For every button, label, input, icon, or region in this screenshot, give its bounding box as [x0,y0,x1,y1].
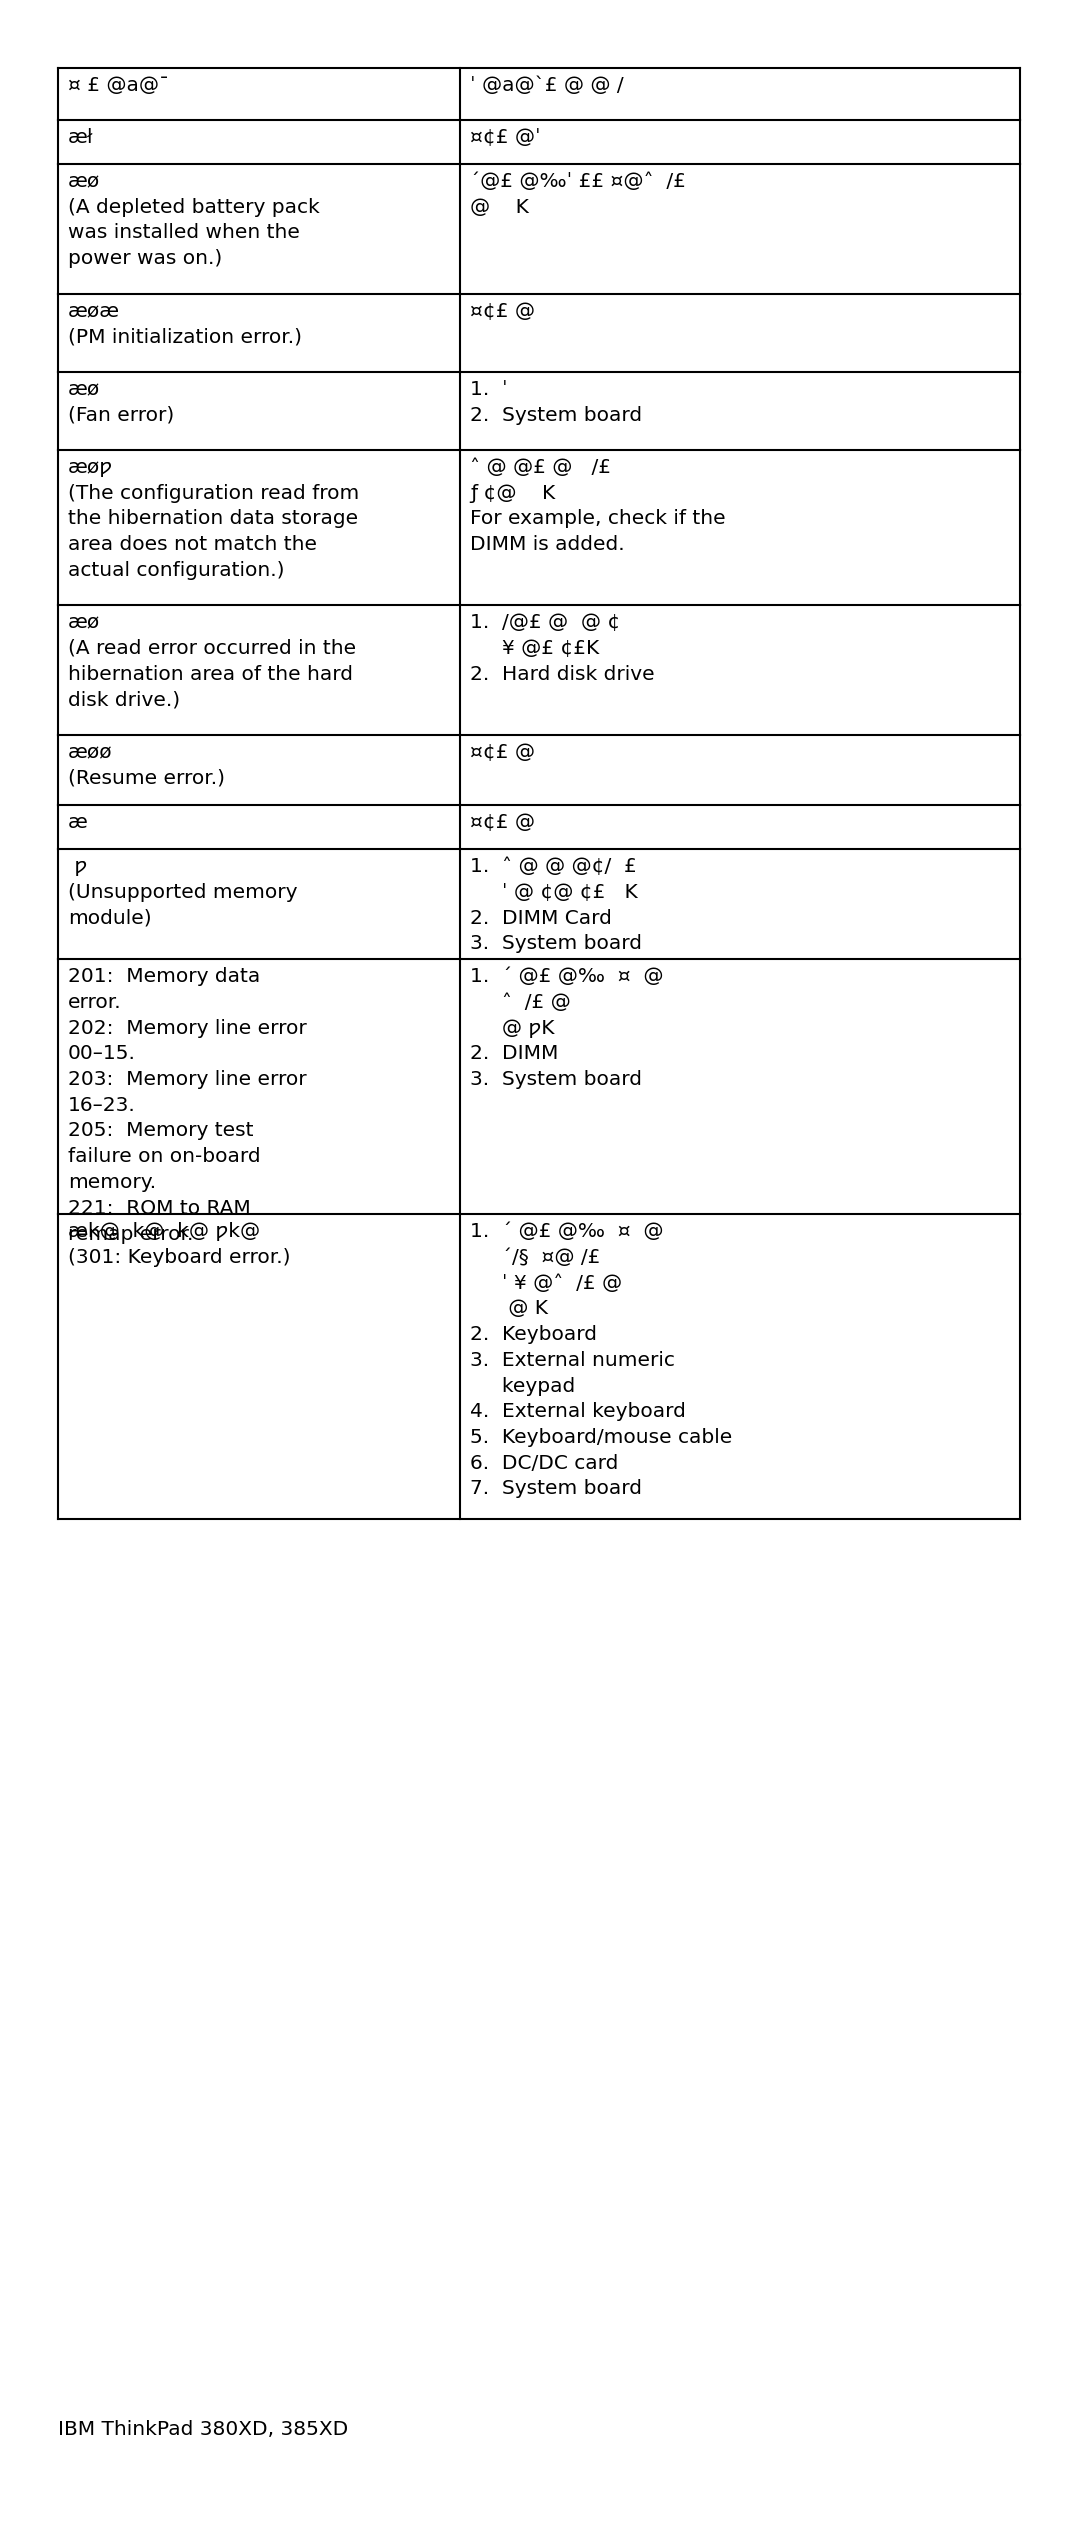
Text: æł: æł [68,129,94,147]
Text: IBM ThinkPad 380XD, 385XD: IBM ThinkPad 380XD, 385XD [58,2420,348,2440]
Text: ˊ@£ @‰ˈ ££ ¤@˄  /£
@    K: ˊ@£ @‰ˈ ££ ¤@˄ /£ @ K [470,172,686,218]
Text: ˈ @a@`£ @ @ /: ˈ @a@`£ @ @ / [470,76,623,96]
Text: æø
(Fan error): æø (Fan error) [68,380,174,425]
Text: ¤¢£ @: ¤¢£ @ [470,744,535,762]
Text: æø
(A read error occurred in the
hibernation area of the hard
disk drive.): æø (A read error occurred in the hiberna… [68,613,356,709]
Text: ¤ £ @a@¯: ¤ £ @a@¯ [68,76,170,96]
Text: ˄ @ @£ @   /£
ƒ ¢@    K
For example, check if the
DIMM is added.: ˄ @ @£ @ /£ ƒ ¢@ K For example, check if… [470,458,726,554]
Text: 1.  ˈ
2.  System board: 1. ˈ 2. System board [470,380,643,425]
Text: æøæ
(PM initialization error.): æøæ (PM initialization error.) [68,301,302,347]
Text: ¤¢£ @ˈ: ¤¢£ @ˈ [470,129,541,147]
Text: 201:  Memory data
error.
202:  Memory line error
00–15.
203:  Memory line error
: 201: Memory data error. 202: Memory line… [68,967,307,1243]
Text: æø
(A depleted battery pack
was installed when the
power was on.): æø (A depleted battery pack was installe… [68,172,320,268]
Text: 1.  ˊ @£ @‰  ¤  @
     ˊ/§  ¤@ /£
     ˈ ¥ @˄  /£ @
      @ K
2.  Keyboard
3.  E: 1. ˊ @£ @‰ ¤ @ ˊ/§ ¤@ /£ ˈ ¥ @˄ /£ @ @ K… [470,1222,732,1498]
Text: æ: æ [68,812,87,833]
Text: ¤¢£ @: ¤¢£ @ [470,812,535,833]
Text: 1.  ˄ @ @ @¢/  £
     ˈ @ ¢@ ¢£   K
2.  DIMM Card
3.  System board: 1. ˄ @ @ @¢/ £ ˈ @ ¢@ ¢£ K 2. DIMM Card … [470,858,642,954]
Text: ¤¢£ @: ¤¢£ @ [470,301,535,321]
Text: æøø
(Resume error.): æøø (Resume error.) [68,744,225,787]
Text: 1.  /@£ @  @ ¢
     ¥ @£ ¢£K
2.  Hard disk drive: 1. /@£ @ @ ¢ ¥ @£ ¢£K 2. Hard disk drive [470,613,654,683]
Text: 1.  ˊ @£ @‰  ¤  @
     ˄  /£ @
     @ ƿK
2.  DIMM
3.  System board: 1. ˊ @£ @‰ ¤ @ ˄ /£ @ @ ƿK 2. DIMM 3. Sy… [470,967,663,1088]
Text: æøƿ
(The configuration read from
the hibernation data storage
area does not matc: æøƿ (The configuration read from the hib… [68,458,360,580]
Text: ƿ
(Unsupported memory
module): ƿ (Unsupported memory module) [68,858,297,926]
Text: æk@  k@  k@ ƿk@
(301: Keyboard error.): æk@ k@ k@ ƿk@ (301: Keyboard error.) [68,1222,291,1266]
